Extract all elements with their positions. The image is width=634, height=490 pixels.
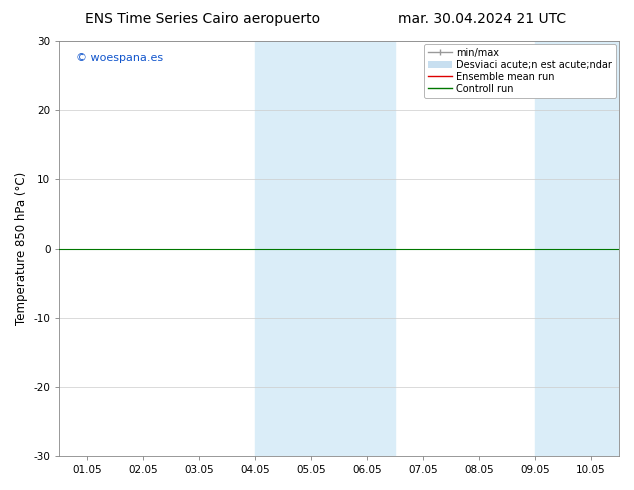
Text: mar. 30.04.2024 21 UTC: mar. 30.04.2024 21 UTC (398, 12, 566, 26)
Legend: min/max, Desviaci acute;n est acute;ndar, Ensemble mean run, Controll run: min/max, Desviaci acute;n est acute;ndar… (424, 44, 616, 98)
Y-axis label: Temperature 850 hPa (°C): Temperature 850 hPa (°C) (15, 172, 28, 325)
Text: © woespana.es: © woespana.es (76, 53, 164, 64)
Bar (256, 41, 395, 456)
Text: ENS Time Series Cairo aeropuerto: ENS Time Series Cairo aeropuerto (86, 12, 320, 26)
Bar (535, 41, 619, 456)
